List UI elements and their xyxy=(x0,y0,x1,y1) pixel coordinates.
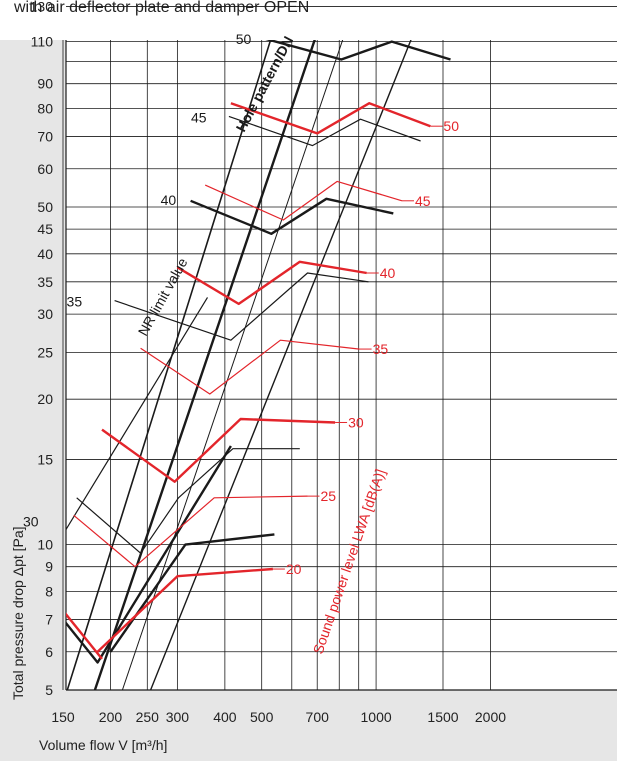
x-tick-label: 1000 xyxy=(361,709,392,725)
nr-limit-line xyxy=(66,297,209,531)
sound-power-line-label: 45 xyxy=(415,193,431,209)
axis-band-left xyxy=(0,40,68,761)
x-tick-label: 200 xyxy=(99,709,123,725)
y-axis-title: Total pressure drop Δpt [Pa] xyxy=(10,526,26,700)
x-tick-label: 400 xyxy=(213,709,237,725)
sound-power-line-label: 30 xyxy=(348,414,364,430)
y-tick-label: 10 xyxy=(37,537,53,553)
plot-area xyxy=(66,40,617,690)
axis-band-bottom xyxy=(0,690,617,761)
x-tick-labels: 150 200 250 300 400 500 700 1000 1500 2000 xyxy=(51,709,506,725)
y-tick-label: 40 xyxy=(37,246,53,262)
y-tick-label: 90 xyxy=(37,76,53,92)
nr-limit-line xyxy=(76,448,300,554)
sound-power-line xyxy=(73,495,308,568)
sound-power-line xyxy=(230,101,431,135)
sound-power-line-label: 25 xyxy=(321,488,337,504)
y-tick-label: 80 xyxy=(37,100,53,116)
nr-line-label: 30 xyxy=(23,513,39,529)
sound-power-line xyxy=(140,339,360,395)
y-tick-label: 15 xyxy=(37,452,53,468)
nr-limit-line xyxy=(228,115,421,147)
y-tick-label: 130 xyxy=(30,0,54,15)
y-tick-label: 7 xyxy=(45,611,53,627)
sound-power-line xyxy=(96,567,273,653)
x-tick-label: 700 xyxy=(306,709,330,725)
sound-power-line xyxy=(101,417,336,483)
hole-pattern-line xyxy=(149,40,412,690)
sound-power-line-label: 20 xyxy=(286,561,302,577)
chart-caption: with air deflector plate and damper OPEN xyxy=(13,0,309,16)
y-tick-label: 20 xyxy=(37,391,53,407)
sound-power-line xyxy=(176,260,367,306)
y-tick-label: 6 xyxy=(45,644,53,660)
grid xyxy=(62,6,617,691)
nr-line-label: 35 xyxy=(67,294,83,310)
y-tick-label: 45 xyxy=(37,221,53,237)
line-labels: 303540455020253035404550325 / 160400 / 2… xyxy=(23,31,459,577)
sound-power-line xyxy=(204,180,403,221)
y-tick-label: 110 xyxy=(31,34,54,50)
y-tick-label: 70 xyxy=(37,128,53,144)
nr-limit-line xyxy=(114,272,369,341)
sound-power-line-label: 35 xyxy=(373,341,389,357)
y-tick-label: 30 xyxy=(37,306,53,322)
y-tick-label: 8 xyxy=(45,583,53,599)
y-tick-label: 35 xyxy=(37,274,53,290)
nr-limit-line xyxy=(66,445,232,664)
x-tick-label: 300 xyxy=(166,709,190,725)
hole-pattern-lines xyxy=(66,40,412,690)
nr-line-label: 40 xyxy=(161,192,177,208)
x-tick-label: 2000 xyxy=(475,709,506,725)
sound-power-line-label: 40 xyxy=(380,265,396,281)
y-tick-label: 5 xyxy=(45,682,53,698)
y-tick-label: 60 xyxy=(37,161,53,177)
hole-pattern-line xyxy=(121,40,344,690)
y-tick-label: 25 xyxy=(37,344,53,360)
x-tick-label: 1500 xyxy=(427,709,458,725)
nr-line-label: 50 xyxy=(236,31,252,47)
y-tick-label: 50 xyxy=(37,199,53,215)
nr-limit-line xyxy=(265,40,451,61)
hole-pattern-line xyxy=(93,40,316,690)
sound-power-line xyxy=(66,612,103,660)
x-tick-label: 150 xyxy=(51,709,75,725)
nr-line-label: 45 xyxy=(191,109,207,125)
nr-limit-line xyxy=(190,197,394,236)
sound-power-line-label: 50 xyxy=(443,118,459,134)
sound-power-lines xyxy=(66,101,431,660)
x-axis-title: Volume flow V [m³/h] xyxy=(39,737,167,753)
x-tick-label: 250 xyxy=(136,709,160,725)
y-tick-label: 9 xyxy=(45,559,53,575)
y-tick-labels: 5678910152025303540455060708090110130150 xyxy=(30,0,54,698)
x-tick-label: 500 xyxy=(250,709,274,725)
hole-pattern-line xyxy=(66,40,272,690)
